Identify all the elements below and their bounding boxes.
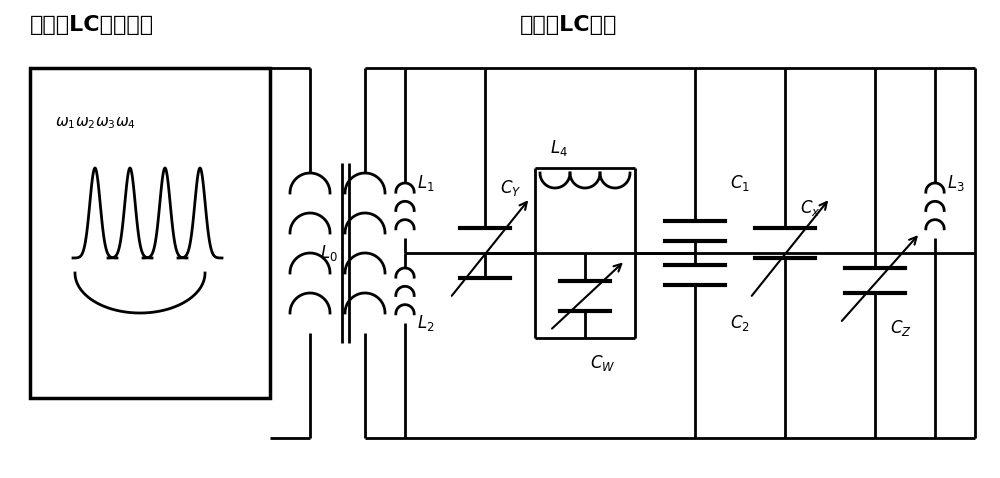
Text: $C_Y$: $C_Y$ xyxy=(500,178,521,198)
Text: 多谐振LC读出电路: 多谐振LC读出电路 xyxy=(30,15,154,35)
Text: $L_3$: $L_3$ xyxy=(947,173,965,193)
Text: 多谐振LC电路: 多谐振LC电路 xyxy=(520,15,617,35)
Text: $C_2$: $C_2$ xyxy=(730,313,750,333)
Text: $L_0$: $L_0$ xyxy=(320,243,338,263)
Text: $L_1$: $L_1$ xyxy=(417,173,435,193)
Text: $L_2$: $L_2$ xyxy=(417,313,435,333)
Text: $\omega_1\omega_2\omega_3\omega_4$: $\omega_1\omega_2\omega_3\omega_4$ xyxy=(55,115,136,131)
Text: $C_1$: $C_1$ xyxy=(730,173,750,193)
Text: $C_x$: $C_x$ xyxy=(800,198,821,218)
Bar xyxy=(30,68,270,398)
Text: $L_4$: $L_4$ xyxy=(550,138,568,158)
Text: $C_Z$: $C_Z$ xyxy=(890,318,912,338)
Text: $C_W$: $C_W$ xyxy=(590,353,615,373)
